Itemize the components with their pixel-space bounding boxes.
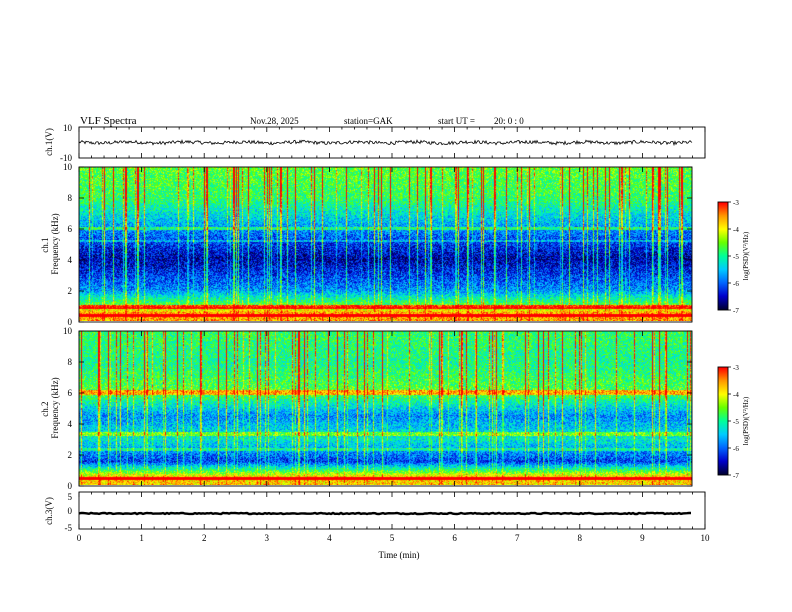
colorbar-tick-label: -3 [733,364,739,372]
ch1-colorbar-ticks: -3 -4 -5 -6 -7 [728,199,739,315]
spec-y-tick-label: 4 [68,419,73,429]
colorbar-tick-label: -6 [733,280,739,288]
ch1-colorbar [718,202,728,310]
ch1-xticks [78,127,706,158]
ch3-waveform-line [78,511,691,516]
x-tick-label: 9 [640,533,645,543]
ch2-spectrogram-frame [78,330,693,487]
ch1-spectrogram-ylabel: ch.1 Frequency (kHz) [40,213,60,274]
ch2-spectrogram-xticks [78,331,643,486]
colorbar-tick-label: -3 [733,199,739,207]
ch2-spectrogram-yticks: 0 2 4 6 8 10 [63,326,692,491]
x-tick-label: 10 [701,533,711,543]
colorbar-tick-label: -7 [733,472,739,480]
spec-y-tick-label: 4 [68,255,73,265]
x-tick-label: 8 [578,533,583,543]
x-tick-label: 5 [390,533,395,543]
ch1-spectrogram-image [79,167,692,321]
station-label: station=GAK [344,116,393,126]
ch1-ytick-bottom: -10 [60,153,72,163]
ch1-spectrogram-frame [78,166,693,323]
ch3-ytick-top: 5 [68,492,73,502]
ch2-colorbar [718,367,728,475]
ch3-waveform-panel: 5 0 -5 ch.3(V) 0 1 2 3 4 5 6 7 8 9 10 [44,491,710,543]
ch2-spectrogram-image [79,331,692,485]
ch3-xticks: 0 1 2 3 4 5 6 7 8 9 10 [77,492,710,543]
ch1-spectrogram-xticks [78,167,643,322]
spec-y-tick-label: 10 [63,162,73,172]
ch3-ylabel: ch.3(V) [44,497,54,525]
ch1-colorbar-label: log(PSD)(V²/Hz) [742,231,750,280]
spec-y-tick-label: 8 [68,357,73,367]
ch1-waveform-line [78,139,693,147]
ch1-waveform-panel: 10 -10 ch.1(V) [44,123,706,163]
ch3-ytick-bottom: -5 [65,523,73,533]
x-tick-label: 6 [452,533,457,543]
ch2-spectrogram-ylabel: ch.2 Frequency (kHz) [40,377,60,438]
spec-y-tick-label: 6 [68,388,73,398]
x-tick-label: 7 [515,533,520,543]
start-time: 20: 0 : 0 [494,116,524,126]
spec-y-tick-label: 2 [68,286,73,296]
start-label: start UT = [438,116,475,126]
date-label: Nov.28, 2025 [250,116,299,126]
x-tick-label: 2 [202,533,207,543]
ch3-ytick-mid: 0 [68,506,73,516]
colorbar-tick-label: -5 [733,253,739,261]
colorbar-tick-label: -5 [733,418,739,426]
ch3-frame [78,491,706,530]
colorbar-tick-label: -7 [733,307,739,315]
spec-y-tick-label: 0 [68,481,73,491]
ch1-spectrogram-yticks: 0 2 4 6 8 10 [63,162,692,327]
spec-y-tick-label: 0 [68,317,73,327]
spec-y-tick-label: 2 [68,450,73,460]
x-axis-label: Time (min) [379,550,420,560]
spec-y-tick-label: 6 [68,224,73,234]
figure-title: VLF Spectra [80,115,137,127]
ch1-ytick-top: 10 [63,123,73,133]
ch1-ylabel: ch.1(V) [44,128,54,156]
ch2-colorbar-ticks: -3 -4 -5 -6 -7 [728,364,739,480]
ch2-colorbar-label: log(PSD)(V²/Hz) [742,396,750,445]
colorbar-tick-label: -4 [733,391,739,399]
x-tick-label: 4 [327,533,332,543]
colorbar-tick-label: -6 [733,445,739,453]
spec-y-tick-label: 10 [63,326,73,336]
colorbar-tick-label: -4 [733,226,739,234]
spec-y-tick-label: 8 [68,193,73,203]
x-tick-label: 0 [77,533,82,543]
x-tick-label: 1 [139,533,144,543]
x-tick-label: 3 [265,533,270,543]
